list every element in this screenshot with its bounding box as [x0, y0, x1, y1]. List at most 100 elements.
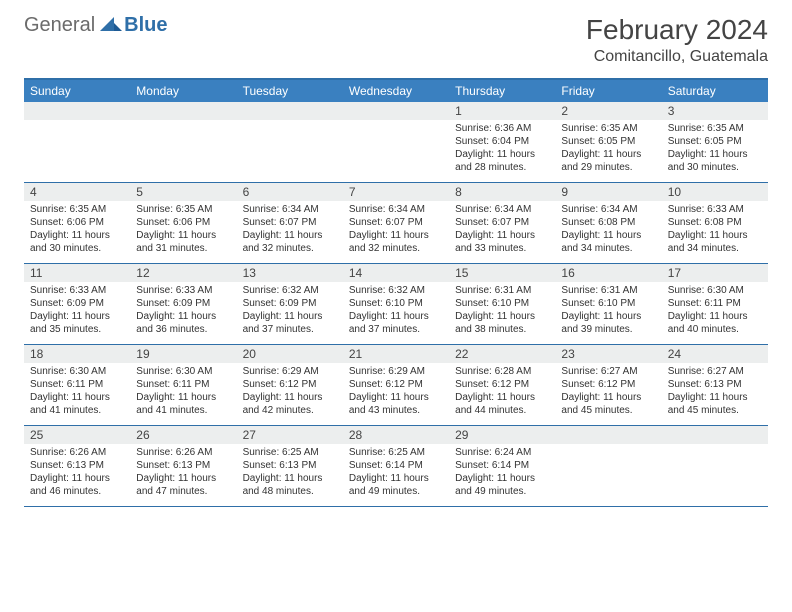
logo-mark-icon — [100, 15, 122, 36]
day1-text: Daylight: 11 hours — [30, 391, 124, 404]
daynum-row: 18192021222324 — [24, 345, 768, 363]
weekday-label: Thursday — [449, 80, 555, 102]
sunrise-text: Sunrise: 6:25 AM — [243, 446, 337, 459]
day1-text: Daylight: 11 hours — [561, 310, 655, 323]
day-cell — [555, 444, 661, 506]
day-number: 1 — [449, 102, 555, 120]
sunset-text: Sunset: 6:12 PM — [349, 378, 443, 391]
sunset-text: Sunset: 6:07 PM — [243, 216, 337, 229]
day-cell: Sunrise: 6:33 AMSunset: 6:09 PMDaylight:… — [24, 282, 130, 344]
logo-text-blue: Blue — [124, 14, 167, 37]
day1-text: Daylight: 11 hours — [30, 472, 124, 485]
weekday-label: Saturday — [662, 80, 768, 102]
day2-text: and 44 minutes. — [455, 404, 549, 417]
sunrise-text: Sunrise: 6:34 AM — [561, 203, 655, 216]
day-number: 28 — [343, 426, 449, 444]
sunset-text: Sunset: 6:08 PM — [561, 216, 655, 229]
sunset-text: Sunset: 6:13 PM — [30, 459, 124, 472]
day2-text: and 42 minutes. — [243, 404, 337, 417]
calendar-week: 2526272829Sunrise: 6:26 AMSunset: 6:13 P… — [24, 426, 768, 507]
day-number: 6 — [237, 183, 343, 201]
sunset-text: Sunset: 6:12 PM — [561, 378, 655, 391]
month-title: February 2024 — [586, 14, 768, 46]
sunset-text: Sunset: 6:06 PM — [136, 216, 230, 229]
sunrise-text: Sunrise: 6:34 AM — [243, 203, 337, 216]
sunrise-text: Sunrise: 6:26 AM — [136, 446, 230, 459]
day2-text: and 39 minutes. — [561, 323, 655, 336]
day-cell: Sunrise: 6:30 AMSunset: 6:11 PMDaylight:… — [24, 363, 130, 425]
day2-text: and 29 minutes. — [561, 161, 655, 174]
day-cell: Sunrise: 6:28 AMSunset: 6:12 PMDaylight:… — [449, 363, 555, 425]
day1-text: Daylight: 11 hours — [243, 472, 337, 485]
day1-text: Daylight: 11 hours — [243, 229, 337, 242]
sunrise-text: Sunrise: 6:29 AM — [243, 365, 337, 378]
sunrise-text: Sunrise: 6:33 AM — [668, 203, 762, 216]
day-number: 29 — [449, 426, 555, 444]
sunrise-text: Sunrise: 6:27 AM — [561, 365, 655, 378]
sunset-text: Sunset: 6:09 PM — [136, 297, 230, 310]
day2-text: and 36 minutes. — [136, 323, 230, 336]
day-cell: Sunrise: 6:35 AMSunset: 6:05 PMDaylight:… — [662, 120, 768, 182]
sunrise-text: Sunrise: 6:31 AM — [455, 284, 549, 297]
sunset-text: Sunset: 6:10 PM — [561, 297, 655, 310]
sunrise-text: Sunrise: 6:25 AM — [349, 446, 443, 459]
day-cell: Sunrise: 6:26 AMSunset: 6:13 PMDaylight:… — [130, 444, 236, 506]
day-cell: Sunrise: 6:33 AMSunset: 6:09 PMDaylight:… — [130, 282, 236, 344]
sunrise-text: Sunrise: 6:33 AM — [30, 284, 124, 297]
location: Comitancillo, Guatemala — [586, 48, 768, 66]
sunrise-text: Sunrise: 6:34 AM — [349, 203, 443, 216]
day1-text: Daylight: 11 hours — [30, 229, 124, 242]
day2-text: and 41 minutes. — [30, 404, 124, 417]
sunset-text: Sunset: 6:07 PM — [455, 216, 549, 229]
day2-text: and 41 minutes. — [136, 404, 230, 417]
day-number: 21 — [343, 345, 449, 363]
day1-text: Daylight: 11 hours — [561, 148, 655, 161]
day-cell: Sunrise: 6:29 AMSunset: 6:12 PMDaylight:… — [237, 363, 343, 425]
day1-text: Daylight: 11 hours — [136, 310, 230, 323]
weekday-label: Sunday — [24, 80, 130, 102]
day-cell: Sunrise: 6:35 AMSunset: 6:06 PMDaylight:… — [130, 201, 236, 263]
day-cell: Sunrise: 6:29 AMSunset: 6:12 PMDaylight:… — [343, 363, 449, 425]
sunrise-text: Sunrise: 6:32 AM — [243, 284, 337, 297]
day2-text: and 38 minutes. — [455, 323, 549, 336]
day-number: 17 — [662, 264, 768, 282]
day-number: 24 — [662, 345, 768, 363]
day-cell: Sunrise: 6:31 AMSunset: 6:10 PMDaylight:… — [449, 282, 555, 344]
sunrise-text: Sunrise: 6:29 AM — [349, 365, 443, 378]
sunset-text: Sunset: 6:05 PM — [668, 135, 762, 148]
sunrise-text: Sunrise: 6:35 AM — [668, 122, 762, 135]
sunrise-text: Sunrise: 6:35 AM — [30, 203, 124, 216]
day2-text: and 34 minutes. — [561, 242, 655, 255]
day1-text: Daylight: 11 hours — [455, 229, 549, 242]
sunset-text: Sunset: 6:08 PM — [668, 216, 762, 229]
sunrise-text: Sunrise: 6:33 AM — [136, 284, 230, 297]
sunset-text: Sunset: 6:07 PM — [349, 216, 443, 229]
day-number: 12 — [130, 264, 236, 282]
day2-text: and 35 minutes. — [30, 323, 124, 336]
weekday-label: Friday — [555, 80, 661, 102]
day1-text: Daylight: 11 hours — [668, 391, 762, 404]
weekday-label: Wednesday — [343, 80, 449, 102]
day1-text: Daylight: 11 hours — [455, 391, 549, 404]
calendar: Sunday Monday Tuesday Wednesday Thursday… — [24, 78, 768, 507]
weekday-label: Tuesday — [237, 80, 343, 102]
day1-text: Daylight: 11 hours — [668, 148, 762, 161]
day-number: 8 — [449, 183, 555, 201]
sunset-text: Sunset: 6:06 PM — [30, 216, 124, 229]
day2-text: and 37 minutes. — [243, 323, 337, 336]
day2-text: and 32 minutes. — [349, 242, 443, 255]
sunset-text: Sunset: 6:04 PM — [455, 135, 549, 148]
day1-text: Daylight: 11 hours — [243, 310, 337, 323]
day1-text: Daylight: 11 hours — [668, 310, 762, 323]
calendar-week: 123Sunrise: 6:36 AMSunset: 6:04 PMDaylig… — [24, 102, 768, 183]
daynum-row: 123 — [24, 102, 768, 120]
day2-text: and 28 minutes. — [455, 161, 549, 174]
day2-text: and 48 minutes. — [243, 485, 337, 498]
daynum-row: 11121314151617 — [24, 264, 768, 282]
day-number: 3 — [662, 102, 768, 120]
day-cell: Sunrise: 6:33 AMSunset: 6:08 PMDaylight:… — [662, 201, 768, 263]
day-number: 26 — [130, 426, 236, 444]
day-cell: Sunrise: 6:27 AMSunset: 6:12 PMDaylight:… — [555, 363, 661, 425]
day2-text: and 30 minutes. — [668, 161, 762, 174]
day-number: 9 — [555, 183, 661, 201]
